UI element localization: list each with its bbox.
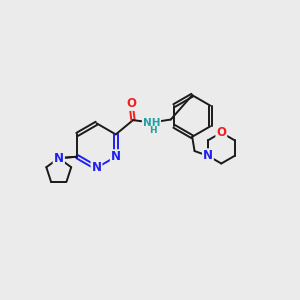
Text: N: N xyxy=(92,161,101,174)
Text: N: N xyxy=(54,152,64,165)
Text: O: O xyxy=(126,97,136,110)
Text: NH: NH xyxy=(143,118,160,128)
Text: O: O xyxy=(216,126,226,139)
Text: N: N xyxy=(54,152,64,165)
Text: H: H xyxy=(149,126,157,135)
Text: N: N xyxy=(111,150,121,163)
Text: N: N xyxy=(203,149,213,162)
